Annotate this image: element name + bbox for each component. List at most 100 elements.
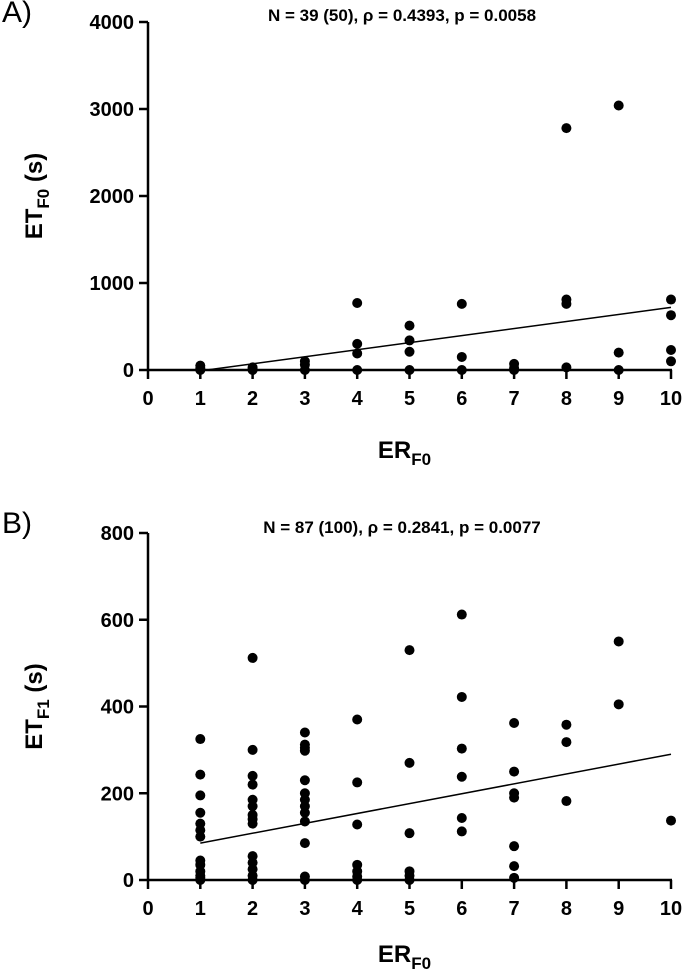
data-point-b [509,792,520,803]
data-point-b [561,796,572,807]
data-point-b [299,727,310,738]
x-axis-label-subscript-a: F0 [411,450,431,469]
data-point-a [613,100,624,111]
data-point-b [247,875,258,885]
data-point-b [509,872,520,883]
data-point-a [613,365,624,375]
data-point-b [352,819,363,830]
data-point-a [666,344,676,355]
data-point-a [404,320,415,331]
data-point-b [352,714,363,725]
data-point-a [404,346,415,357]
y-axis-label-a: ETF0 (s) [21,153,53,240]
data-point-b [195,790,206,801]
panel-label-a: A) [2,0,32,29]
data-point-b [561,737,572,748]
data-point-a [561,123,572,134]
data-point-b [509,841,520,852]
data-point-b [613,699,624,710]
x-tick-label-b: 0 [142,898,153,920]
x-tick-label-a: 2 [247,388,258,410]
data-point-b [456,691,467,702]
x-tick-label-b: 6 [456,898,467,920]
data-point-b [195,734,206,745]
y-tick-label-b: 600 [101,610,134,632]
data-point-b [195,807,206,818]
x-tick-label-b: 9 [613,898,624,920]
x-tick-label-a: 1 [195,388,206,410]
regression-line-a [200,306,672,372]
data-point-a [456,298,467,309]
regression-line-b [200,753,672,844]
data-point-b [247,770,258,781]
data-point-a [456,351,467,362]
data-point-a [456,365,467,375]
data-point-a [352,365,363,375]
data-point-b [509,717,520,728]
x-tick-label-b: 5 [404,898,415,920]
y-tick-label-b: 400 [101,697,134,719]
x-axis-label-subscript-b: F0 [411,954,431,973]
data-point-b [509,766,520,777]
data-point-a [299,365,310,375]
x-tick-label-a: 9 [613,388,624,410]
x-axis-label-b: ERF0 [378,941,431,973]
panel-label-b: B) [2,507,32,540]
x-tick-label-a: 10 [660,388,682,410]
data-point-a [247,365,258,375]
data-point-b [404,828,415,839]
data-point-b [247,652,258,663]
data-point-b [404,875,415,885]
data-point-b [561,719,572,730]
y-tick-label-a: 3000 [90,99,135,121]
x-tick-label-a: 3 [299,388,310,410]
x-axis-label-a: ERF0 [378,437,431,469]
x-tick-label-a: 7 [509,388,520,410]
data-point-b [613,636,624,647]
y-axis-label-unit-b: (s) [21,663,48,699]
x-axis-label-main-a: ER [378,437,411,464]
data-point-b [299,875,310,885]
data-point-a [613,347,624,358]
data-point-b [247,818,258,829]
data-point-b [456,771,467,782]
data-point-a [352,338,363,349]
y-axis-label-main-a: ET [21,208,48,239]
x-tick-label-b: 10 [660,898,682,920]
x-tick-label-b: 4 [352,898,364,920]
data-point-a [561,298,572,309]
y-axis-label-subscript-b: F1 [34,699,53,719]
y-tick-label-a: 2000 [90,186,135,208]
data-point-a [666,310,676,321]
y-axis-label-subscript-a: F0 [34,189,53,209]
data-point-a [195,365,206,375]
x-axis-label-main-b: ER [378,941,411,968]
data-point-b [666,815,676,826]
data-point-b [195,875,206,885]
data-point-a [561,362,572,373]
data-point-b [352,875,363,885]
y-tick-label-a: 1000 [90,273,135,295]
x-tick-label-b: 7 [509,898,520,920]
data-point-b [299,807,310,818]
x-tick-label-b: 2 [247,898,258,920]
stats-annotation-b: N = 87 (100), ρ = 0.2841, p = 0.0077 [263,518,541,537]
x-tick-label-a: 6 [456,388,467,410]
y-axis-label-b: ETF1 (s) [21,663,53,750]
data-point-b [509,861,520,872]
data-point-b [299,745,310,756]
data-point-b [247,744,258,755]
x-tick-label-a: 0 [142,388,153,410]
data-point-b [299,816,310,827]
y-tick-label-b: 800 [101,523,134,545]
data-point-a [666,294,676,305]
data-point-a [352,298,363,309]
x-tick-label-a: 8 [561,388,572,410]
data-point-b [299,838,310,849]
data-point-b [456,826,467,837]
data-point-b [247,779,258,790]
data-point-b [404,645,415,656]
x-tick-label-a: 4 [352,388,364,410]
x-tick-label-b: 1 [195,898,206,920]
